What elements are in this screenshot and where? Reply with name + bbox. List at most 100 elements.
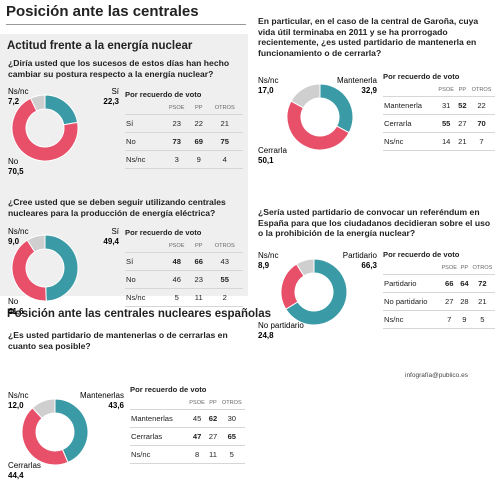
header-row: PSOE PP OTROS [383, 84, 495, 97]
table-title: Por recuerdo de voto [383, 250, 460, 259]
slice-label: Sí [111, 227, 119, 236]
question: En particular, en el caso de la central … [258, 16, 479, 58]
slice-label: Mantenerla [337, 76, 378, 85]
table-row: Partidario 66 64 72 [383, 274, 495, 293]
column-header: PSOE [162, 240, 191, 253]
question: ¿Cree usted que se deben seguir utilizan… [8, 197, 226, 218]
column-header: PP [190, 102, 207, 115]
question: ¿Diría usted que los sucesos de estos dí… [8, 58, 230, 79]
section-title: Actitud frente a la energía nuclear [7, 40, 193, 52]
table-cell: 5 [162, 288, 191, 307]
table-cell: 23 [162, 114, 191, 133]
slice-value: 9,0 [8, 237, 20, 246]
slice-label: No partidario [258, 321, 304, 330]
table-row: Ns/nc 5 11 2 [125, 288, 243, 307]
column-header: PP [459, 262, 470, 275]
slice-label: Ns/nc [8, 391, 28, 400]
page-title: Posición ante las centrales [6, 3, 246, 25]
table-cell: 9 [190, 150, 207, 169]
slice-value: 22,3 [103, 97, 119, 106]
slice-value: 50,1 [258, 156, 274, 165]
header-row: PSOE PP OTROS [130, 397, 245, 410]
row-label: Ns/nc [125, 288, 163, 307]
table-row: Mantenerla 31 52 22 [383, 96, 495, 115]
table-row: Ns/nc 7 9 5 [383, 310, 495, 329]
slice-label: Ns/nc [8, 87, 28, 96]
column-header: OTROS [468, 84, 495, 97]
row-label: Sí [125, 114, 163, 133]
header-cell [130, 397, 187, 410]
table-title: Por recuerdo de voto [125, 90, 202, 99]
table-cell: 27 [439, 292, 460, 311]
table-cell: 43 [206, 252, 243, 271]
header-cell [125, 240, 163, 253]
slice-value: 24,8 [258, 331, 274, 340]
table-cell: 46 [162, 270, 191, 289]
column-header: PP [190, 240, 207, 253]
table-row: Cerrarla 55 27 70 [383, 114, 495, 133]
header-cell [383, 262, 440, 275]
row-label: Ns/nc [383, 132, 436, 151]
table-row: Cerrarlas 47 27 65 [130, 427, 245, 446]
donut-slice [29, 94, 46, 112]
column-header: OTROS [469, 262, 495, 275]
slice-value: 12,0 [8, 401, 24, 410]
donut-slice [286, 100, 350, 151]
column-header: PSOE [439, 262, 460, 275]
slice-value: 41,6 [8, 307, 24, 316]
slice-label: Sí [111, 87, 119, 96]
table-row: No 46 23 55 [125, 270, 243, 289]
table-cell: 2 [206, 288, 243, 307]
table-cell: 14 [435, 132, 457, 151]
table-cell: 66 [439, 274, 460, 293]
table-row: Mantenerlas 45 62 30 [130, 409, 245, 428]
table-cell: 47 [186, 427, 208, 446]
table-cell: 22 [190, 114, 207, 133]
slice-label: No [8, 157, 19, 166]
slice-label: Cerrarlas [8, 461, 41, 470]
slice-value: 49,4 [103, 237, 119, 246]
slice-label: Partidario [343, 251, 378, 260]
table-cell: 28 [459, 292, 470, 311]
vote-table: PSOE PP OTROS Mantenerlas 45 62 30 Cerrarlas 47 2… [130, 397, 245, 464]
table-cell: 75 [206, 132, 243, 151]
table-cell: 55 [435, 114, 457, 133]
column-header: PP [207, 397, 219, 410]
table-cell: 21 [206, 114, 243, 133]
column-header: OTROS [218, 397, 245, 410]
donut-slice [285, 258, 348, 326]
donut-slice [44, 234, 79, 302]
table-title: Por recuerdo de voto [130, 385, 207, 394]
table-cell: 55 [206, 270, 243, 289]
donut-slice [26, 234, 46, 253]
row-label: Mantenerlas [130, 409, 187, 428]
slice-value: 7,2 [8, 97, 20, 106]
row-label: Cerrarlas [130, 427, 187, 446]
table-cell: 62 [207, 409, 219, 428]
table-row: No partidario 27 28 21 [383, 292, 495, 311]
row-label: Ns/nc [130, 445, 187, 464]
slice-label: No [8, 297, 19, 306]
table-cell: 3 [162, 150, 191, 169]
row-label: Partidario [383, 274, 440, 293]
row-label: Mantenerla [383, 96, 436, 115]
table-cell: 8 [186, 445, 208, 464]
table-cell: 11 [207, 445, 219, 464]
table-cell: 66 [190, 252, 207, 271]
row-label: Cerrarla [383, 114, 436, 133]
table-cell: 23 [190, 270, 207, 289]
table-row: Ns/nc 3 9 4 [125, 150, 243, 169]
table-row: No 73 69 75 [125, 132, 243, 151]
slice-label: Cerrarla [258, 146, 287, 155]
table-cell: 65 [218, 427, 245, 446]
table-cell: 9 [459, 310, 470, 329]
table-title: Por recuerdo de voto [125, 228, 202, 237]
row-label: No [125, 270, 163, 289]
section-title: Posición ante las centrales nucleares es… [7, 308, 271, 320]
table-cell: 73 [162, 132, 191, 151]
slice-value: 32,9 [361, 86, 377, 95]
table-cell: 21 [456, 132, 469, 151]
column-header: PSOE [435, 84, 457, 97]
